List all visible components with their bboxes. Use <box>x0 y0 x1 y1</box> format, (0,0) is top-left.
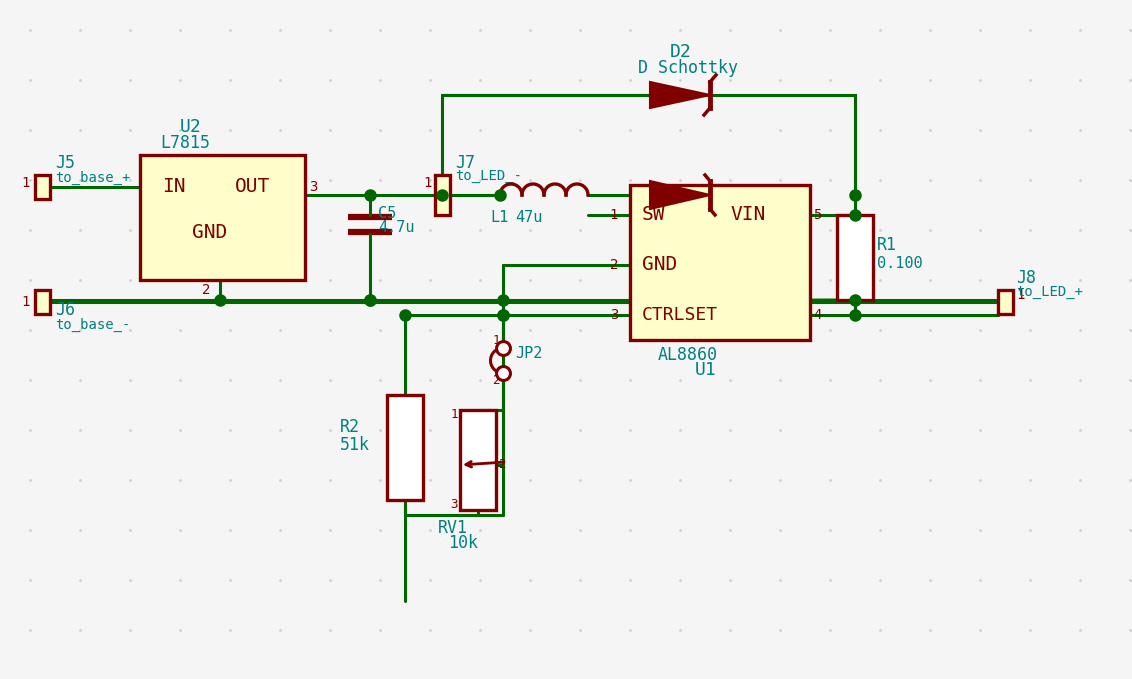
Bar <box>435 175 451 215</box>
Text: R2: R2 <box>340 418 360 436</box>
Text: 1: 1 <box>1017 288 1024 302</box>
Text: D2: D2 <box>670 43 692 61</box>
Text: 1: 1 <box>610 208 618 222</box>
Text: J7: J7 <box>455 154 475 172</box>
Text: IN: IN <box>162 177 186 196</box>
Text: 5: 5 <box>813 208 822 222</box>
Text: to_base_-: to_base_- <box>55 318 130 332</box>
Text: R1: R1 <box>877 236 897 254</box>
Text: SW: SW <box>642 206 666 225</box>
Text: to_LED_-: to_LED_- <box>455 169 522 183</box>
Bar <box>387 395 423 500</box>
Text: 1: 1 <box>22 176 31 190</box>
Text: 3: 3 <box>610 308 618 322</box>
Text: J6: J6 <box>55 301 75 319</box>
Text: 10k: 10k <box>448 534 478 552</box>
Bar <box>631 185 811 340</box>
Text: 0.100: 0.100 <box>877 255 923 270</box>
Text: D Schottky: D Schottky <box>638 59 738 77</box>
Text: C5: C5 <box>378 206 396 221</box>
Text: GND: GND <box>642 255 677 274</box>
Text: 3: 3 <box>451 498 458 511</box>
Text: CTRLSET: CTRLSET <box>642 306 718 324</box>
Text: 1: 1 <box>451 409 458 422</box>
Polygon shape <box>650 181 710 209</box>
Text: 1: 1 <box>492 333 500 346</box>
Bar <box>460 410 496 510</box>
Text: 2: 2 <box>492 375 500 388</box>
Text: 2: 2 <box>498 458 506 471</box>
Polygon shape <box>650 82 710 108</box>
Text: U2: U2 <box>180 118 201 136</box>
Text: 1: 1 <box>22 295 31 309</box>
Text: U1: U1 <box>695 361 717 379</box>
Text: to_LED_+: to_LED_+ <box>1017 285 1083 299</box>
Text: JP2: JP2 <box>515 346 542 361</box>
Bar <box>140 155 305 280</box>
Text: 3: 3 <box>309 180 317 194</box>
Text: VIN: VIN <box>730 206 765 225</box>
Bar <box>35 175 50 199</box>
Text: GND: GND <box>192 223 228 242</box>
Text: RV1: RV1 <box>438 519 468 537</box>
Text: 51k: 51k <box>340 436 370 454</box>
Text: J5: J5 <box>55 154 75 172</box>
Text: 4.7u: 4.7u <box>378 221 414 236</box>
Text: J8: J8 <box>1017 269 1036 287</box>
Text: 1: 1 <box>423 176 432 190</box>
Text: OUT: OUT <box>235 177 271 196</box>
Text: 2: 2 <box>201 283 211 297</box>
Text: 47u: 47u <box>515 210 542 225</box>
Text: AL8860: AL8860 <box>658 346 718 364</box>
Text: 4: 4 <box>813 308 822 322</box>
Bar <box>35 290 50 314</box>
Text: L7815: L7815 <box>160 134 211 152</box>
Text: to_base_+: to_base_+ <box>55 171 130 185</box>
Text: L1: L1 <box>490 210 508 225</box>
Text: 2: 2 <box>610 258 618 272</box>
Bar <box>998 290 1013 314</box>
Bar <box>837 215 873 300</box>
